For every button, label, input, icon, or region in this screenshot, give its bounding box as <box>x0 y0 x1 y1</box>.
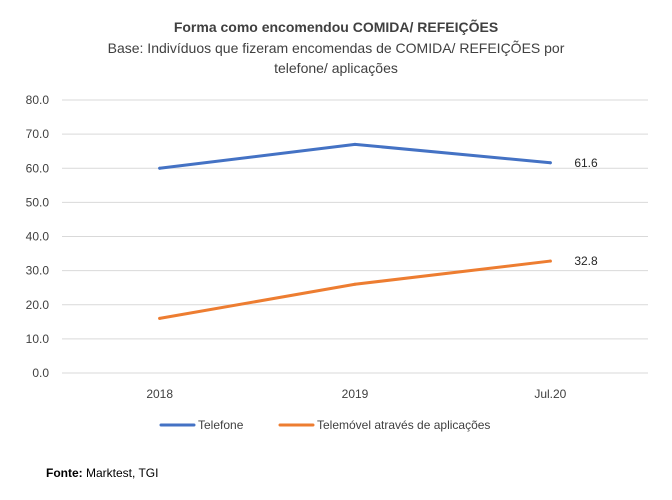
source-text: Marktest, TGI <box>82 466 159 480</box>
chart-title: Forma como encomendou COMIDA/ REFEIÇÕES <box>174 18 498 35</box>
source-note: Fonte: Marktest, TGI <box>46 466 158 480</box>
chart-subtitle-line-1: Base: Indivíduos que fizeram encomendas … <box>108 40 565 56</box>
legend-label-1: Telemóvel através de aplicações <box>317 418 490 432</box>
y-tick-label-7: 70.0 <box>26 127 50 141</box>
y-tick-label-0: 0.0 <box>32 366 49 380</box>
series-1-point-1 <box>353 282 357 286</box>
series-0-point-1 <box>353 142 357 146</box>
y-tick-label-8: 80.0 <box>26 93 50 107</box>
data-labels: 61.6 32.8 <box>574 156 598 268</box>
series-1-point-2 <box>548 259 552 263</box>
y-tick-label-1: 10.0 <box>26 332 50 346</box>
y-tick-label-3: 30.0 <box>26 264 50 278</box>
y-axis: 0.0 10.0 20.0 30.0 40.0 50.0 60.0 70.0 80.0 <box>26 93 50 380</box>
y-tick-label-5: 50.0 <box>26 195 50 209</box>
series-line-0 <box>158 142 552 170</box>
series-layer <box>158 142 552 320</box>
y-tick-label-2: 20.0 <box>26 298 50 312</box>
series-0-point-2 <box>548 161 552 165</box>
chart-subtitle-line-2: telefone/ aplicações <box>274 60 398 76</box>
series-1-point-0 <box>158 316 162 320</box>
series-line-1 <box>158 259 552 320</box>
y-tick-label-4: 40.0 <box>26 230 50 244</box>
data-label-series-0: 61.6 <box>574 156 598 170</box>
x-tick-label-0: 2018 <box>146 387 173 401</box>
x-axis: 2018 2019 Jul.20 <box>146 387 566 401</box>
source-label: Fonte: <box>46 466 83 480</box>
x-tick-label-1: 2019 <box>342 387 369 401</box>
y-tick-label-6: 60.0 <box>26 161 50 175</box>
series-0-point-0 <box>158 166 162 170</box>
legend: Telefone Telemóvel através de aplicações <box>159 418 490 432</box>
gridlines <box>62 99 648 374</box>
data-label-series-1: 32.8 <box>574 254 598 268</box>
x-tick-label-2: Jul.20 <box>534 387 566 401</box>
legend-label-0: Telefone <box>198 418 244 432</box>
